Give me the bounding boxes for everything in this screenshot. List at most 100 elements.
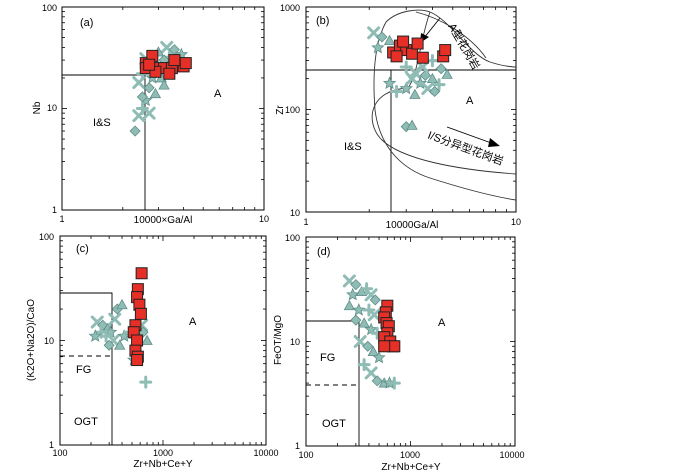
ticks-c bbox=[59, 236, 266, 446]
y-tick-label-d-10: 10 bbox=[290, 337, 300, 347]
x-tick-label-d-10000: 10000 bbox=[499, 450, 524, 460]
y-tick-label-d-1: 1 bbox=[295, 441, 300, 451]
envelope-is-bottom bbox=[371, 87, 517, 175]
panel-c: (c) 1 10 100 100 1000 10000 Zr+Nb+Ce+Y (… bbox=[26, 232, 279, 470]
x-tick-label-c-10000: 10000 bbox=[253, 448, 278, 458]
y-tick-label-c-10: 10 bbox=[44, 336, 54, 346]
point-reference-cross bbox=[142, 106, 156, 120]
field-boundary-c-solid bbox=[60, 292, 113, 445]
point-reference-plus bbox=[387, 376, 401, 390]
point-sample bbox=[131, 334, 144, 347]
point-reference-star bbox=[399, 81, 413, 95]
field-label-b-is: I&S bbox=[344, 141, 362, 153]
arrow-head-is bbox=[488, 138, 500, 147]
plot-frame-b bbox=[305, 6, 517, 213]
point-reference-cross bbox=[405, 72, 419, 86]
point-reference-star bbox=[345, 287, 360, 301]
point-reference-cross bbox=[367, 26, 381, 40]
point-sample bbox=[378, 340, 391, 353]
field-label-d-fg: FG bbox=[320, 352, 335, 364]
point-sample bbox=[390, 50, 403, 63]
point-reference-triangle bbox=[149, 87, 162, 99]
point-reference-triangle bbox=[406, 119, 418, 130]
point-reference-diamond bbox=[136, 91, 148, 103]
ticks-b bbox=[305, 7, 516, 213]
point-reference-diamond bbox=[143, 82, 155, 94]
panel-b: (b) 10 100 1000 1 10 10000Ga/Al Zr I&S A… bbox=[275, 3, 521, 231]
field-boundary-a bbox=[62, 74, 146, 210]
point-sample bbox=[168, 54, 181, 67]
y-tick-label-c-1: 1 bbox=[49, 440, 54, 450]
point-reference-diamond bbox=[103, 339, 115, 351]
y-tick-label-b-1000: 1000 bbox=[280, 3, 300, 13]
point-reference-cross bbox=[108, 312, 122, 326]
field-label-a-a: A bbox=[214, 88, 222, 100]
point-sample bbox=[439, 44, 452, 57]
panel-label-c: (c) bbox=[76, 243, 89, 255]
point-reference-cross bbox=[367, 308, 381, 322]
y-tick-label-a-100: 100 bbox=[42, 3, 57, 13]
x-axis-label-a: 10000×Ga/Al bbox=[134, 215, 193, 226]
point-reference-plus bbox=[432, 78, 446, 92]
x-tick-label-b-10: 10 bbox=[511, 217, 521, 227]
y-tick-label-b-100: 100 bbox=[285, 105, 300, 115]
point-reference-triangle bbox=[358, 317, 370, 328]
x-tick-label-d-100: 100 bbox=[298, 450, 313, 460]
arrow-is bbox=[446, 126, 495, 145]
points-a bbox=[129, 40, 192, 137]
x-axis-label-d: Zr+Nb+Ce+Y bbox=[381, 462, 441, 473]
x-axis-label-b: 10000Ga/Al bbox=[386, 220, 439, 231]
point-sample bbox=[411, 37, 424, 50]
point-reference-cross bbox=[353, 335, 367, 348]
point-reference-triangle bbox=[441, 68, 453, 79]
point-reference-plus bbox=[357, 358, 371, 372]
point-reference-cross bbox=[408, 65, 422, 79]
point-reference-plus bbox=[390, 84, 404, 98]
point-reference-diamond bbox=[350, 279, 362, 291]
points-b bbox=[367, 26, 453, 133]
field-label-c-fg: FG bbox=[76, 364, 91, 376]
x-tick-label-b-1: 1 bbox=[303, 217, 308, 227]
field-label-c-a: A bbox=[189, 316, 197, 328]
y-tick-label-b-10: 10 bbox=[290, 208, 300, 218]
point-reference-triangle bbox=[116, 298, 128, 310]
x-tick-label-c-100: 100 bbox=[52, 448, 67, 458]
point-reference-triangle bbox=[141, 334, 153, 345]
panel-a: (a) 1 10 1 10 100 10000×Ga/Al Nb I&S A bbox=[32, 3, 269, 226]
ticks-a bbox=[61, 7, 264, 211]
field-label-b-a: A bbox=[466, 95, 474, 107]
x-tick-label-c-1000: 1000 bbox=[153, 448, 173, 458]
point-reference-triangle bbox=[355, 285, 368, 297]
envelope-a-bottom bbox=[373, 21, 517, 201]
ticks-d bbox=[305, 237, 515, 447]
point-sample bbox=[131, 354, 144, 367]
point-reference-triangle bbox=[114, 339, 126, 350]
point-reference-triangle bbox=[158, 79, 170, 90]
point-sample bbox=[163, 67, 176, 80]
points-c bbox=[88, 267, 153, 389]
point-reference-star bbox=[352, 302, 366, 316]
point-reference-diamond bbox=[376, 31, 388, 43]
plot-frame-d bbox=[305, 236, 516, 447]
point-sample bbox=[179, 57, 192, 70]
field-label-c-ogt: OGT bbox=[74, 416, 98, 428]
x-tick-label-a-10: 10 bbox=[259, 214, 269, 224]
plot-frame-a bbox=[61, 6, 265, 211]
point-reference-star bbox=[371, 40, 385, 54]
panel-label-a: (a) bbox=[80, 17, 93, 29]
point-reference-star bbox=[88, 329, 103, 342]
point-reference-triangle bbox=[343, 299, 356, 311]
point-reference-diamond bbox=[369, 294, 381, 306]
point-reference-diamond bbox=[362, 340, 374, 352]
y-axis-label-c: (K2O+Na2O)/CaO bbox=[26, 299, 37, 381]
x-axis-label-c: Zr+Nb+Ce+Y bbox=[133, 459, 193, 470]
envelope-a-top bbox=[385, 9, 517, 68]
y-axis-label-d: FeOT/MgO bbox=[273, 315, 284, 365]
point-sample bbox=[149, 65, 162, 78]
point-sample bbox=[135, 267, 148, 280]
point-reference-diamond bbox=[371, 375, 383, 387]
point-reference-diamond bbox=[129, 125, 141, 137]
point-sample bbox=[143, 58, 156, 71]
point-sample bbox=[416, 51, 429, 64]
